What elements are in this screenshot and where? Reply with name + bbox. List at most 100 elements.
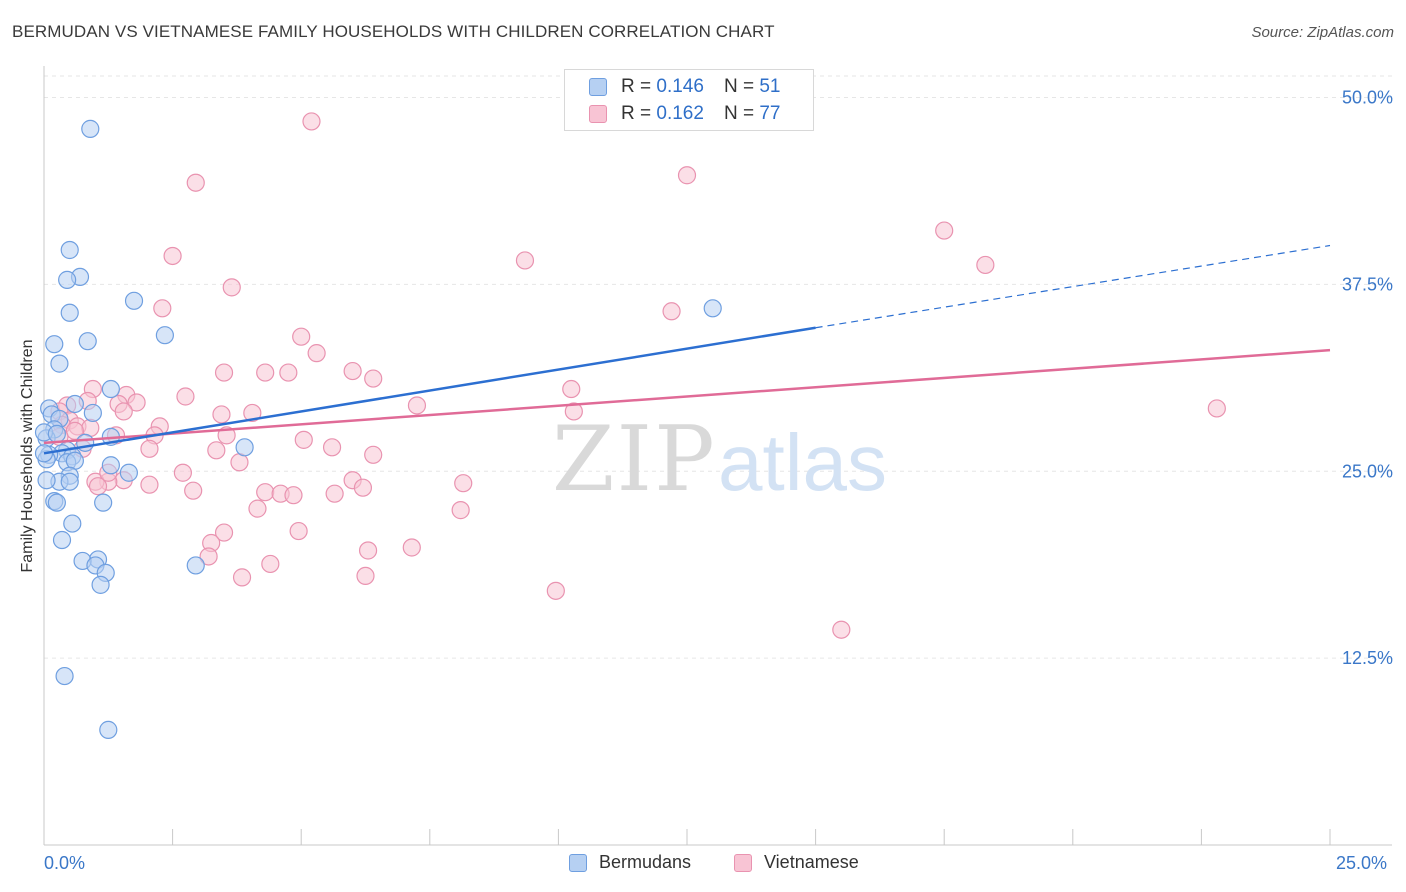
- bermudans-swatch: [589, 78, 607, 96]
- vietnamese-point: [207, 441, 226, 460]
- legend-r-value: 0.162: [656, 103, 704, 124]
- vietnamese-point: [564, 402, 583, 421]
- vietnamese-point: [976, 255, 995, 275]
- vietnamese-point: [243, 403, 262, 423]
- vietnamese-point: [935, 221, 954, 240]
- vietnamese-point: [358, 541, 378, 560]
- bermudan-point: [78, 332, 97, 351]
- series-legend-vietnamese: Vietnamese: [734, 852, 859, 873]
- vietnamese-point: [186, 173, 205, 192]
- series-legend-label: Vietnamese: [764, 852, 859, 872]
- y-tick-label: 37.5%: [1342, 274, 1393, 294]
- bermudan-point: [52, 530, 72, 550]
- vietnamese-point: [212, 405, 231, 424]
- vietnamese-point: [140, 439, 159, 458]
- watermark-zip: ZIP: [552, 407, 717, 512]
- vietnamese-point: [1207, 399, 1226, 418]
- series-legend-bermudans: Bermudans: [569, 852, 691, 873]
- vietnamese-point: [153, 299, 172, 318]
- legend-r-label: R =: [621, 76, 652, 97]
- bermudan-point: [60, 303, 79, 322]
- bermudan-point: [60, 472, 79, 491]
- bermudan-point: [37, 471, 56, 490]
- vietnamese-point: [173, 463, 192, 482]
- bermudan-point: [94, 493, 113, 512]
- vietnamese-point: [562, 379, 581, 399]
- vietnamese-point: [322, 438, 342, 457]
- series-legend-label: Bermudans: [599, 852, 692, 872]
- vietnamese-point: [284, 486, 303, 505]
- vietnamese-point: [307, 344, 326, 363]
- vietnamese-points: [50, 112, 1226, 639]
- vietnamese-point: [294, 430, 313, 449]
- legend-r-label: R =: [621, 103, 652, 124]
- source-label: Source: ZipAtlas.com: [1251, 24, 1394, 41]
- vietnamese-point: [454, 474, 473, 493]
- vietnamese-point: [256, 483, 275, 502]
- bermudan-point: [47, 424, 66, 443]
- bermudan-point: [63, 514, 82, 533]
- bermudan-trend-extension: [815, 244, 1331, 329]
- vietnamese-point: [279, 363, 298, 382]
- bermudan-point: [155, 326, 174, 345]
- vietnamese-point: [832, 620, 851, 639]
- vietnamese-swatch: [589, 105, 607, 123]
- vietnamese-point: [248, 499, 267, 518]
- vietnamese-point: [214, 523, 234, 542]
- y-tick-label: 50.0%: [1342, 88, 1393, 108]
- y-tick-label: 25.0%: [1342, 461, 1393, 481]
- bermudan-point: [47, 493, 66, 512]
- bermudan-point: [119, 463, 138, 482]
- vietnamese-point: [302, 112, 321, 131]
- bermudan-point: [60, 240, 79, 260]
- vietnamese-point: [325, 484, 344, 503]
- legend-n-value: 51: [759, 76, 781, 97]
- legend-row-vietnamese: R = 0.162 N = 77: [589, 102, 780, 126]
- vietnamese-point: [292, 327, 311, 346]
- series-legend: Bermudans Vietnamese: [0, 852, 1406, 876]
- bermudan-point: [703, 299, 722, 318]
- vietnamese-point: [127, 393, 146, 412]
- legend-n-label: N =: [723, 103, 755, 124]
- vietnamese-point: [356, 566, 375, 586]
- vietnamese-swatch: [734, 853, 752, 872]
- correlation-legend: R = 0.146 N = 51 R = 0.162 N = 77: [564, 69, 814, 131]
- vietnamese-point: [114, 402, 133, 421]
- vietnamese-point: [353, 478, 373, 497]
- bermudan-points: [34, 119, 722, 739]
- chart-title: BERMUDAN VS VIETNAMESE FAMILY HOUSEHOLDS…: [12, 22, 775, 41]
- legend-row-bermudans: R = 0.146 N = 51: [589, 75, 780, 99]
- bermudan-trend-line: [43, 326, 816, 455]
- bermudan-point: [45, 335, 64, 354]
- vietnamese-point: [364, 369, 383, 388]
- x-tick-label-max: 25.0%: [1336, 853, 1388, 873]
- y-tick-labels: 12.5% 25.0% 37.5% 50.0%: [1342, 88, 1393, 669]
- bermudan-point: [235, 438, 254, 457]
- vietnamese-point: [256, 363, 275, 382]
- vietnamese-point: [176, 387, 195, 406]
- vietnamese-point: [662, 302, 681, 321]
- bermudan-point: [101, 456, 120, 475]
- vietnamese-point: [451, 501, 470, 520]
- bermudan-point: [124, 291, 144, 310]
- vietnamese-trend-line: [43, 348, 1331, 445]
- bermudan-point: [58, 270, 77, 289]
- legend-n-value: 77: [759, 103, 781, 124]
- vietnamese-point: [261, 554, 280, 574]
- bermudan-point: [186, 556, 205, 575]
- vietnamese-point: [677, 166, 697, 185]
- bermudan-point: [65, 394, 84, 414]
- vietnamese-point: [515, 251, 535, 270]
- x-tick-label-min: 0.0%: [44, 853, 86, 873]
- bermudan-point: [81, 119, 100, 138]
- vietnamese-point: [163, 246, 182, 266]
- bermudan-point: [50, 354, 69, 373]
- vietnamese-point: [199, 547, 218, 566]
- legend-r-value: 0.146: [656, 76, 704, 97]
- vietnamese-point: [343, 361, 362, 381]
- vietnamese-point: [546, 581, 565, 600]
- bermudan-point: [83, 403, 102, 423]
- watermark-atlas: atlas: [718, 418, 887, 507]
- vietnamese-point: [407, 396, 427, 415]
